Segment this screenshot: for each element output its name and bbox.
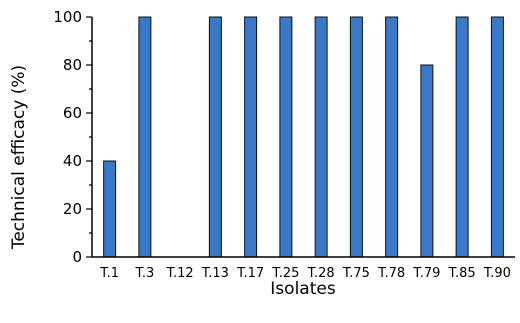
bar-t3 [138, 16, 152, 258]
x-tick-label: T.28 [307, 266, 335, 281]
x-tick-label: T.79 [412, 266, 440, 281]
bar-t28 [314, 16, 328, 258]
bars-group [103, 16, 504, 258]
x-tick-label: T.85 [448, 266, 476, 281]
y-tick-label: 100 [53, 8, 82, 26]
x-tick-label: T.12 [166, 266, 194, 281]
x-axis-title: Isolates [270, 279, 336, 299]
x-tick-label: T.75 [342, 266, 370, 281]
bar-t25 [279, 16, 293, 258]
bar-t13 [208, 16, 222, 258]
x-tick-label: T.78 [377, 266, 405, 281]
y-tick-label: 80 [63, 56, 82, 74]
y-tick-label: 40 [63, 152, 82, 170]
bar-t90 [490, 16, 504, 258]
x-tick-label: T.17 [236, 266, 264, 281]
y-axis-title: Technical efficacy (%) [9, 65, 29, 250]
x-tick-label: T.90 [483, 266, 511, 281]
bar-t79 [420, 64, 434, 258]
y-tick-label: 0 [72, 248, 82, 266]
bar-t85 [455, 16, 469, 258]
y-tick-label: 20 [63, 200, 82, 218]
bar-t78 [385, 16, 399, 258]
x-tick-label: T.13 [201, 266, 229, 281]
x-tick-label: T.3 [134, 266, 154, 281]
x-labels-group: T.1 T.3 T.12 T.13 T.17 T.25 T.28 T.75 T.78 T.79 T.… [99, 266, 511, 281]
x-tick-label: T.25 [271, 266, 299, 281]
x-tick-label: T.1 [99, 266, 119, 281]
bar-t75 [349, 16, 363, 258]
bar-t17 [244, 16, 258, 258]
bar-t1 [103, 160, 117, 258]
y-ticks-group: 0 20 40 60 80 100 [53, 8, 92, 266]
y-tick-label: 60 [63, 104, 82, 122]
